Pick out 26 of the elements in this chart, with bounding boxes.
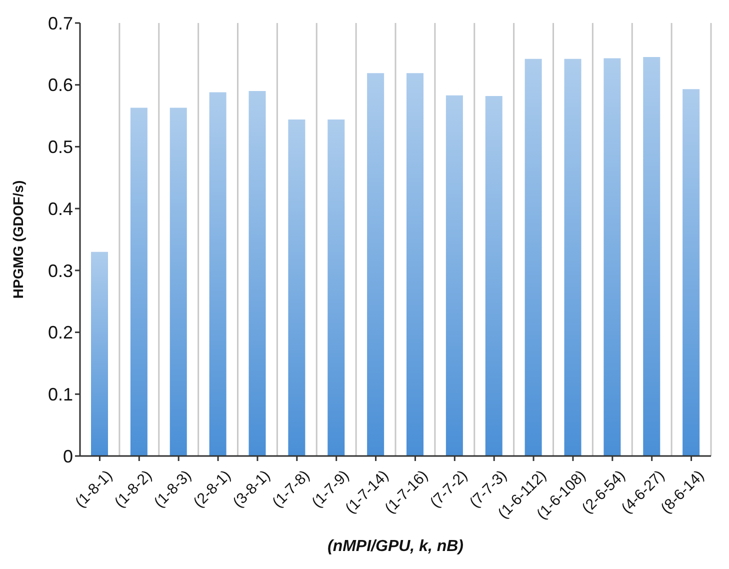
y-tick-label: 0.1 xyxy=(48,384,73,405)
bar xyxy=(682,89,700,456)
y-tick-label: 0.6 xyxy=(48,75,73,96)
y-tick-label: 0.3 xyxy=(48,260,73,281)
bar xyxy=(130,108,148,456)
x-axis-title: (nMPI/GPU, k, nB) xyxy=(328,538,464,555)
y-tick-label: 0.5 xyxy=(48,137,73,158)
bar xyxy=(367,73,384,456)
bar xyxy=(328,119,345,456)
bar xyxy=(485,96,502,456)
bar xyxy=(446,95,463,456)
bar xyxy=(643,57,660,456)
y-tick-label: 0.2 xyxy=(48,322,73,343)
bar xyxy=(91,252,108,456)
bar xyxy=(564,58,582,456)
bar xyxy=(209,92,226,456)
bar xyxy=(248,91,266,456)
bar xyxy=(288,119,306,456)
bar xyxy=(170,108,187,456)
y-tick-label: 0.7 xyxy=(48,13,73,34)
y-tick-label: 0.4 xyxy=(48,198,73,219)
bar xyxy=(524,58,542,456)
bar xyxy=(604,58,621,456)
y-tick-label: 0 xyxy=(62,446,73,466)
y-axis-title: HPGMG (GDOF/s) xyxy=(10,180,26,299)
bar xyxy=(406,73,424,456)
